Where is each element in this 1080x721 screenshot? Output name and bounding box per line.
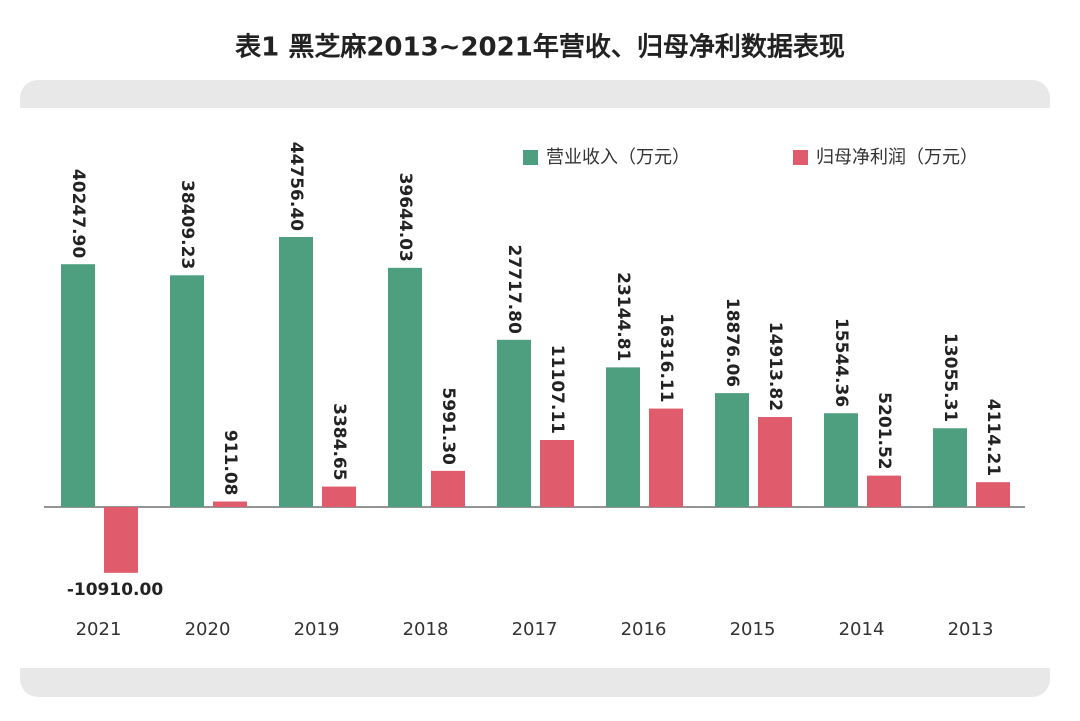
value-label: 4114.21 xyxy=(983,399,1003,476)
value-label: 23144.81 xyxy=(613,272,633,361)
value-label: 3384.65 xyxy=(329,403,349,480)
legend-label: 归母净利润（万元） xyxy=(816,147,978,168)
bar xyxy=(606,367,640,507)
bar xyxy=(758,417,792,507)
value-label: 13055.31 xyxy=(940,333,960,422)
value-label: 15544.36 xyxy=(831,318,851,407)
chart-title: 表1 黑芝麻2013~2021年营收、归母净利数据表现 xyxy=(235,32,845,63)
bar xyxy=(824,413,858,507)
bar xyxy=(279,237,313,507)
x-tick-label: 2018 xyxy=(403,619,449,640)
bar xyxy=(933,428,967,507)
x-tick-label: 2020 xyxy=(185,619,231,640)
bar xyxy=(61,264,95,507)
value-label: 39644.03 xyxy=(395,173,415,262)
value-label: 14913.82 xyxy=(765,322,785,411)
bar xyxy=(104,507,138,573)
value-label: 16316.11 xyxy=(656,313,676,402)
x-tick-label: 2014 xyxy=(839,619,885,640)
bar xyxy=(649,408,683,507)
value-label: 27717.80 xyxy=(504,245,524,334)
value-label: -10910.00 xyxy=(67,580,163,600)
legend-swatch xyxy=(523,150,538,165)
legend-label: 营业收入（万元） xyxy=(546,147,690,168)
x-tick-label: 2021 xyxy=(76,619,122,640)
x-tick-label: 2015 xyxy=(730,619,776,640)
bar xyxy=(497,339,531,507)
value-label: 911.08 xyxy=(220,430,240,496)
bar xyxy=(322,486,356,507)
value-label: 5991.30 xyxy=(438,387,458,465)
value-label: 18876.06 xyxy=(722,298,742,387)
bar xyxy=(976,482,1010,507)
bar xyxy=(213,501,247,507)
bar xyxy=(388,267,422,507)
bar xyxy=(170,275,204,507)
x-tick-label: 2016 xyxy=(621,619,667,640)
bar xyxy=(540,439,574,507)
bar xyxy=(867,475,901,507)
x-tick-label: 2017 xyxy=(512,619,558,640)
value-label: 44756.40 xyxy=(286,142,306,231)
value-label: 38409.23 xyxy=(177,180,197,269)
value-label: 11107.11 xyxy=(547,345,567,434)
value-label: 5201.52 xyxy=(874,392,894,469)
bar xyxy=(431,470,465,507)
x-tick-label: 2013 xyxy=(948,619,994,640)
legend-swatch xyxy=(793,150,808,165)
value-label: 40247.90 xyxy=(68,169,88,258)
x-tick-label: 2019 xyxy=(294,619,340,640)
bar xyxy=(715,393,749,507)
